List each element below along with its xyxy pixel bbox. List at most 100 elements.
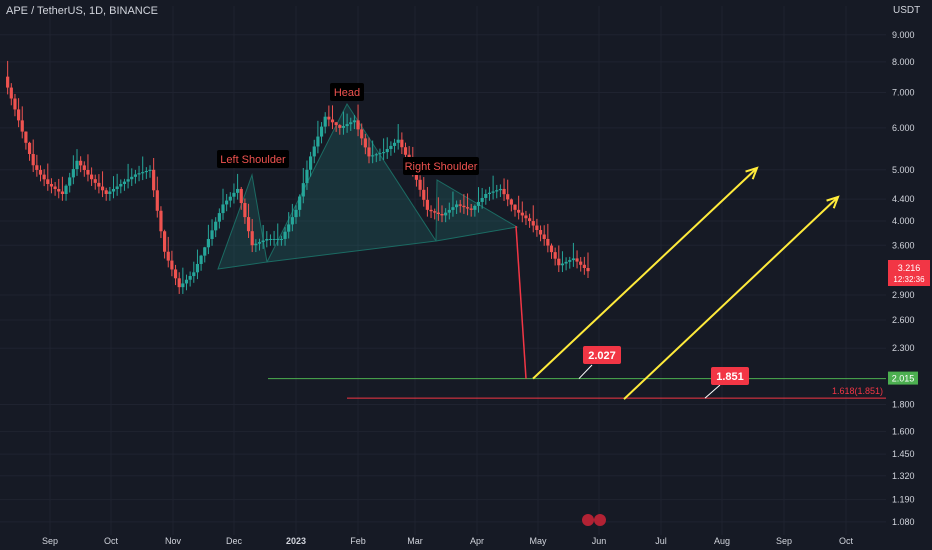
candle-body: [126, 179, 130, 182]
price-tick-label: 2.600: [892, 315, 915, 325]
price-tick-label: 9.000: [892, 30, 915, 40]
candle-body: [575, 258, 579, 262]
candle-body: [159, 210, 163, 232]
candle-body: [400, 139, 404, 148]
candle-body: [57, 189, 61, 192]
candle-body: [133, 174, 137, 177]
candle-body: [455, 204, 459, 208]
candle-body: [429, 209, 433, 212]
chart-title: APE / TetherUS, 1D, BINANCE: [6, 5, 159, 17]
candle-body: [141, 172, 145, 174]
candle-body: [119, 184, 123, 187]
candle-body: [184, 279, 189, 284]
candle-body: [42, 174, 46, 180]
left-shoulder-label: Left Shoulder: [217, 150, 289, 168]
candle-body: [491, 191, 495, 193]
time-tick-label: Oct: [839, 536, 854, 546]
candle-body: [188, 276, 192, 280]
candle-body: [221, 204, 225, 214]
candle-body: [177, 278, 181, 288]
projection-arrow-1: [532, 167, 758, 380]
candle-body: [564, 261, 568, 264]
candle-body: [436, 212, 440, 215]
candle-body: [38, 169, 43, 175]
candle-body: [155, 190, 159, 211]
time-tick-label: Sep: [776, 536, 792, 546]
price-tick-label: 2.900: [892, 290, 915, 300]
projection-arrow-2: [623, 196, 839, 400]
candle-body: [6, 76, 10, 88]
candle-body: [305, 169, 309, 184]
candle-body: [480, 197, 484, 202]
candle-body: [345, 124, 349, 127]
candle-body: [579, 261, 583, 265]
candle-body: [46, 179, 50, 185]
head-label: Head: [330, 83, 364, 101]
candle-body: [261, 240, 265, 243]
candle-body: [254, 243, 258, 246]
candle-body: [232, 192, 236, 197]
candle-body: [265, 238, 269, 241]
candle-body: [316, 136, 320, 147]
candle-body: [319, 126, 324, 137]
candle-body: [163, 231, 167, 252]
price-tick-label: 8.000: [892, 57, 915, 67]
candle-body: [495, 190, 499, 192]
price-tick-label: 2.300: [892, 343, 915, 353]
price-tick-label: 5.000: [892, 165, 915, 175]
price-axis: 9.000 8.000 7.000 6.000 5.000 4.400 4.000 3.600…: [892, 30, 915, 527]
candle-body: [476, 201, 481, 206]
candle-body: [93, 179, 97, 183]
current-price-badge: [888, 260, 930, 286]
price-tick-label: 1.450: [892, 449, 915, 459]
candle-body: [250, 231, 254, 246]
candle-body: [24, 131, 28, 143]
time-tick-label: Mar: [407, 536, 423, 546]
candle-body: [309, 156, 313, 170]
candle-body: [385, 149, 389, 153]
candle-body: [276, 238, 280, 240]
annotation-labels: Left Shoulder Head Right Shoulder 2.027 1.85…: [217, 83, 930, 399]
price-tick-label: 1.190: [892, 495, 915, 505]
candle-body: [378, 153, 382, 155]
candle-body: [195, 263, 200, 273]
candle-body: [553, 252, 557, 259]
time-tick-label: May: [529, 536, 547, 546]
drawings: [268, 166, 886, 400]
head-and-shoulders-pattern: [217, 102, 519, 270]
candle-body: [122, 181, 127, 185]
candle-body: [323, 116, 327, 127]
candle-body: [166, 251, 170, 261]
candle-body: [100, 186, 105, 191]
candle-body: [75, 160, 79, 170]
candle-body: [549, 245, 554, 253]
candle-body: [173, 269, 178, 279]
drop-line: [515, 225, 527, 379]
currency-unit: USDT: [893, 5, 921, 16]
candle-body: [239, 188, 243, 204]
candle-body: [444, 212, 448, 216]
candle-body: [352, 120, 356, 123]
candle-body: [243, 203, 247, 218]
target-2-label-text: 1.851: [716, 371, 744, 383]
candle-body: [487, 192, 492, 195]
candle-body: [236, 188, 240, 193]
candle-body: [528, 218, 532, 222]
candles: [6, 60, 590, 294]
flag-icon[interactable]: [582, 514, 606, 526]
candle-body: [312, 146, 316, 157]
candle-body: [210, 230, 214, 239]
left-shoulder-label-bg: [217, 150, 289, 168]
price-tick-label: 7.000: [892, 87, 915, 97]
target-2-label: 1.851: [711, 367, 749, 385]
candle-body: [367, 147, 371, 157]
candle-body: [440, 214, 444, 216]
candle-body: [403, 147, 408, 155]
time-tick-label: 2023: [286, 536, 306, 546]
candle-body: [571, 258, 575, 261]
candle-body: [298, 196, 302, 210]
target-1-label-text: 2.027: [588, 350, 616, 362]
candle-body: [68, 177, 72, 186]
candle-body: [287, 224, 291, 232]
